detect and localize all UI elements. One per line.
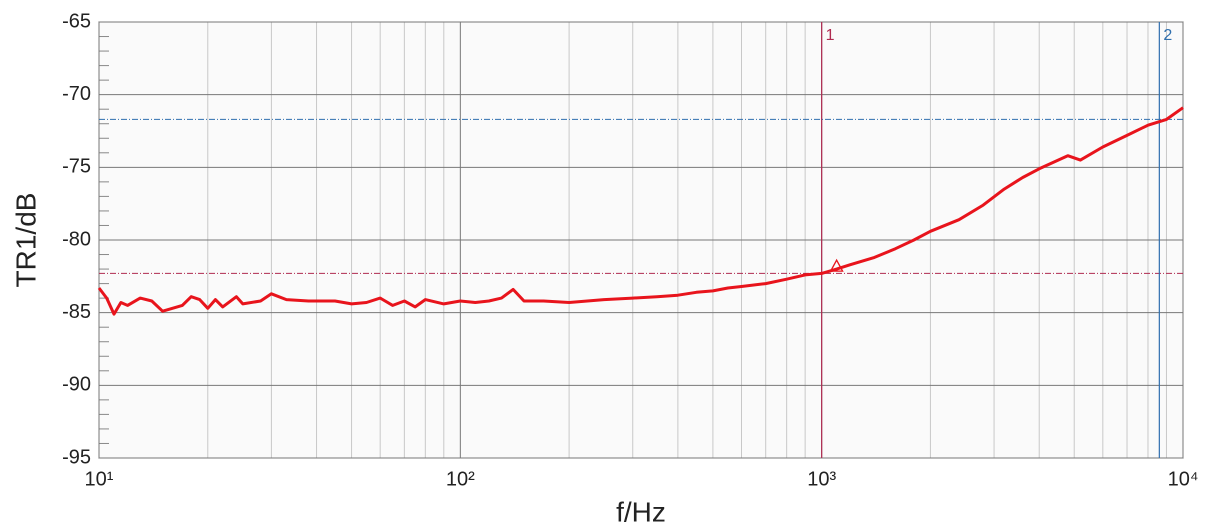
marker-label: 2: [1163, 27, 1172, 44]
x-tick-label: 10⁴: [1168, 468, 1199, 490]
marker-label: 1: [826, 27, 835, 44]
y-tick-label: -65: [62, 10, 91, 32]
y-tick-label: -90: [62, 374, 91, 396]
delta-marker: [829, 258, 844, 272]
y-axis-label: TR1/dB: [10, 193, 41, 288]
x-tick-label: 10²: [446, 468, 475, 490]
data-line: [97, 106, 1184, 316]
x-tick-label: 10³: [807, 468, 836, 490]
y-tick-label: -80: [62, 228, 91, 250]
y-tick-label: -75: [62, 156, 91, 178]
x-tick-label: 10¹: [85, 468, 114, 490]
x-axis-label: f/Hz: [616, 496, 666, 527]
y-tick-label: -85: [62, 301, 91, 323]
y-tick-label: -70: [62, 83, 91, 105]
y-tick-label: -95: [62, 446, 91, 468]
